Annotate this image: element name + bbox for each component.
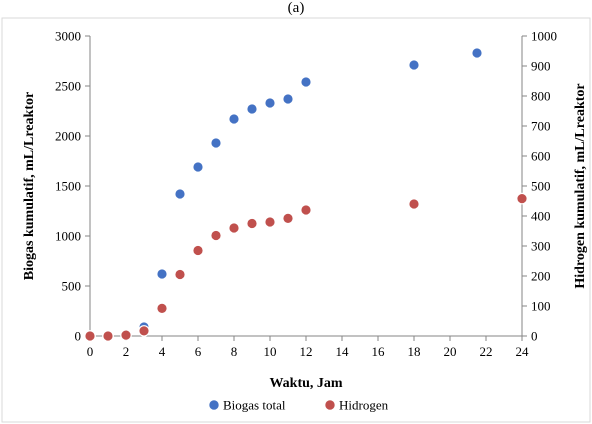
data-point [156, 302, 168, 315]
series-hidrogen [84, 192, 528, 342]
x-tick-label: 16 [372, 344, 386, 359]
data-point [210, 137, 222, 149]
data-point [102, 330, 114, 342]
data-point [300, 76, 312, 88]
y-right-tick-label: 900 [531, 59, 551, 74]
legend-marker [208, 399, 220, 411]
data-point [120, 329, 132, 341]
x-tick-label: 2 [123, 344, 130, 359]
x-tick-label: 22 [480, 344, 493, 359]
x-axis-title: Waktu, Jam [269, 376, 342, 391]
y-right-tick-label: 600 [531, 149, 551, 164]
series-biogas-total [84, 47, 483, 342]
x-tick-label: 10 [264, 344, 277, 359]
x-tick-label: 12 [300, 344, 313, 359]
legend-label: Biogas total [223, 398, 286, 413]
y-left-tick-label: 1500 [55, 179, 81, 194]
data-point [408, 198, 420, 210]
chart-border [1, 17, 591, 423]
data-point [156, 268, 168, 280]
x-tick-label: 18 [408, 344, 421, 359]
y-left-tick-label: 500 [62, 279, 82, 294]
y-left-tick-label: 3000 [55, 29, 81, 44]
x-tick-label: 20 [444, 344, 457, 359]
y-right-tick-label: 200 [531, 269, 551, 284]
x-tick-label: 0 [87, 344, 94, 359]
data-point [138, 325, 150, 337]
axes: 0 2 4 6 8 10 12 14 16 18 20 22 240500100015002000250… [1, 17, 591, 423]
y-axis-right-title: Hidrogen kumulatif, mL/Lreaktor [573, 83, 588, 288]
data-point [408, 59, 420, 71]
data-point [300, 204, 312, 216]
y-right-tick-label: 1000 [531, 29, 557, 44]
y-left-tick-label: 0 [75, 329, 82, 344]
y-right-tick-label: 700 [531, 119, 551, 134]
data-point [246, 103, 258, 115]
y-right-tick-label: 500 [531, 179, 551, 194]
y-axis-left-title: Biogas kumulatif, mL/Lreaktor [22, 92, 37, 280]
legend: Biogas total Hidrogen [208, 398, 389, 413]
data-point [246, 217, 258, 230]
data-point [192, 161, 204, 173]
y-left-tick-label: 2000 [55, 129, 81, 144]
data-point [228, 222, 240, 234]
data-point [84, 330, 96, 342]
chart-marks [84, 47, 528, 342]
data-point [192, 244, 204, 257]
panel-label: (a) [288, 0, 305, 16]
x-tick-label: 24 [516, 344, 530, 359]
data-point [516, 192, 528, 205]
y-right-tick-label: 0 [531, 329, 538, 344]
y-right-tick-label: 400 [531, 209, 551, 224]
data-point [174, 188, 186, 200]
y-left-tick-label: 1000 [55, 229, 81, 244]
legend-marker [324, 399, 336, 411]
data-point [471, 47, 483, 59]
x-tick-label: 8 [231, 344, 238, 359]
data-point [282, 93, 294, 105]
data-point [264, 216, 276, 228]
y-right-tick-label: 300 [531, 239, 551, 254]
x-tick-label: 4 [159, 344, 166, 359]
y-right-tick-label: 800 [531, 89, 551, 104]
legend-label: Hidrogen [339, 398, 389, 413]
data-point [228, 113, 240, 125]
data-point [210, 229, 222, 242]
data-point [174, 268, 186, 281]
x-tick-label: 14 [336, 344, 350, 359]
y-left-tick-label: 2500 [55, 79, 81, 94]
data-point [264, 97, 276, 109]
x-tick-label: 6 [195, 344, 202, 359]
data-point [282, 212, 294, 225]
y-right-tick-label: 100 [531, 299, 551, 314]
